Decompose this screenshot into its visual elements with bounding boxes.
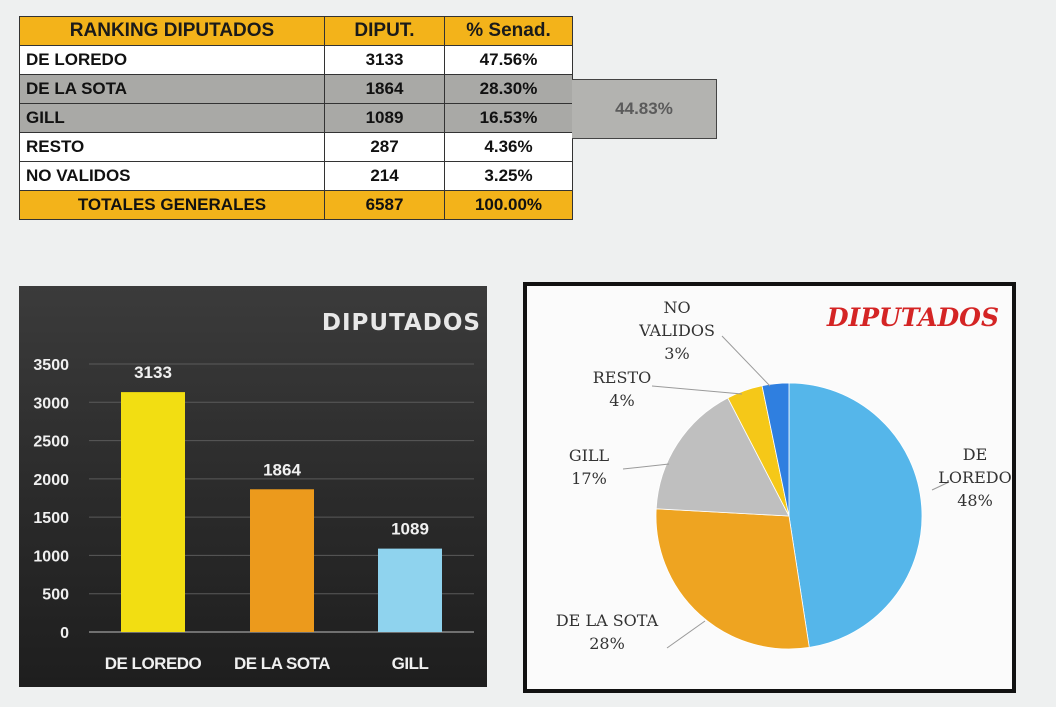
row-votes: 3133 xyxy=(324,45,445,75)
bar-data-label: 1089 xyxy=(391,520,429,539)
bar-data-label: 3133 xyxy=(134,363,172,382)
table-row: NO VALIDOS 214 3.25% xyxy=(19,161,573,191)
header-diput: DIPUT. xyxy=(324,16,445,46)
table-row: GILL 1089 16.53% xyxy=(19,103,573,133)
x-tick-label: DE LA SOTA xyxy=(234,654,330,673)
y-tick-label: 3500 xyxy=(33,357,69,374)
pie-slice-de-la-sota xyxy=(655,508,810,650)
pie-chart-title: DIPUTADOS xyxy=(826,303,999,332)
row-votes: 1864 xyxy=(324,74,445,104)
header-pct-senad: % Senad. xyxy=(444,16,573,46)
pie-leader-line xyxy=(666,620,706,649)
row-pct: 47.56% xyxy=(444,45,573,75)
y-tick-label: 3000 xyxy=(33,395,69,412)
pie-slice-pct: 48% xyxy=(957,491,993,510)
pie-chart: DIPUTADOS DE LOREDO 48% DE LA SOTA 28% GILL 17%… xyxy=(556,298,1012,653)
pie-leader-line xyxy=(931,481,950,491)
row-name: DE LA SOTA xyxy=(19,74,325,104)
y-tick-label: 0 xyxy=(60,625,69,642)
total-votes: 6587 xyxy=(324,190,445,220)
pie-slice-no-validos xyxy=(761,382,790,517)
pie-slice-label: DE LA SOTA xyxy=(556,611,659,630)
y-tick-label: 2500 xyxy=(33,434,69,451)
x-tick-label: GILL xyxy=(392,654,429,673)
bar-gill xyxy=(378,548,442,632)
row-name: DE LOREDO xyxy=(19,45,325,75)
y-tick-label: 2000 xyxy=(33,472,69,489)
row-pct: 28.30% xyxy=(444,74,573,104)
pie-leader-line xyxy=(622,463,670,470)
pie-slice-label: DE xyxy=(963,445,988,464)
row-name: GILL xyxy=(19,103,325,133)
pie-slice-pct: 28% xyxy=(589,634,625,653)
x-tick-label: DE LOREDO xyxy=(105,654,202,673)
row-name: NO VALIDOS xyxy=(19,161,325,191)
bar-chart-panel: DIPUTADOS 0 500 1000 1500 2000 2500 3000 3500 313… xyxy=(19,286,487,687)
total-name: TOTALES GENERALES xyxy=(19,190,325,220)
bar-chart: DIPUTADOS 0 500 1000 1500 2000 2500 3000 3500 313… xyxy=(33,310,481,673)
bar-de-la-sota xyxy=(250,489,314,632)
bar-data-label: 1864 xyxy=(263,460,301,479)
y-tick-label: 1000 xyxy=(33,548,69,565)
pie-leader-line xyxy=(721,335,771,387)
row-votes: 214 xyxy=(324,161,445,191)
row-pct: 4.36% xyxy=(444,132,573,162)
pie-slice-label: LOREDO xyxy=(938,468,1011,487)
table-row: RESTO 287 4.36% xyxy=(19,132,573,162)
pie-slice-label: NO xyxy=(663,298,690,317)
pie-leader-line xyxy=(651,385,743,395)
pie-slice-de-loredo xyxy=(788,382,923,648)
row-pct: 16.53% xyxy=(444,103,573,133)
row-votes: 1089 xyxy=(324,103,445,133)
table-total-row: TOTALES GENERALES 6587 100.00% xyxy=(19,190,573,220)
table-header-row: RANKING DIPUTADOS DIPUT. % Senad. xyxy=(19,16,573,46)
total-pct: 100.00% xyxy=(444,190,573,220)
pie-slice-pct: 17% xyxy=(571,469,607,488)
pie-chart-panel: DIPUTADOS DE LOREDO 48% DE LA SOTA 28% GILL 17%… xyxy=(523,282,1016,693)
pie-slice-pct: 4% xyxy=(609,391,634,410)
pie-slice-label: GILL xyxy=(569,446,610,465)
pie-slice-label: RESTO xyxy=(593,368,651,387)
combined-pct-box: 44.83% xyxy=(572,79,717,139)
pie-slice-label: VALIDOS xyxy=(638,321,715,340)
bar-de-loredo xyxy=(121,392,185,632)
table-row: DE LA SOTA 1864 28.30% xyxy=(19,74,573,104)
row-name: RESTO xyxy=(19,132,325,162)
y-tick-label: 1500 xyxy=(33,510,69,527)
row-votes: 287 xyxy=(324,132,445,162)
bar-chart-title: DIPUTADOS xyxy=(322,310,481,336)
y-tick-label: 500 xyxy=(42,587,69,604)
header-ranking: RANKING DIPUTADOS xyxy=(19,16,325,46)
row-pct: 3.25% xyxy=(444,161,573,191)
table-row: DE LOREDO 3133 47.56% xyxy=(19,45,573,75)
pie-slice-gill xyxy=(655,397,790,517)
pie-slice-pct: 3% xyxy=(664,344,689,363)
ranking-table: RANKING DIPUTADOS DIPUT. % Senad. DE LOR… xyxy=(19,16,573,220)
